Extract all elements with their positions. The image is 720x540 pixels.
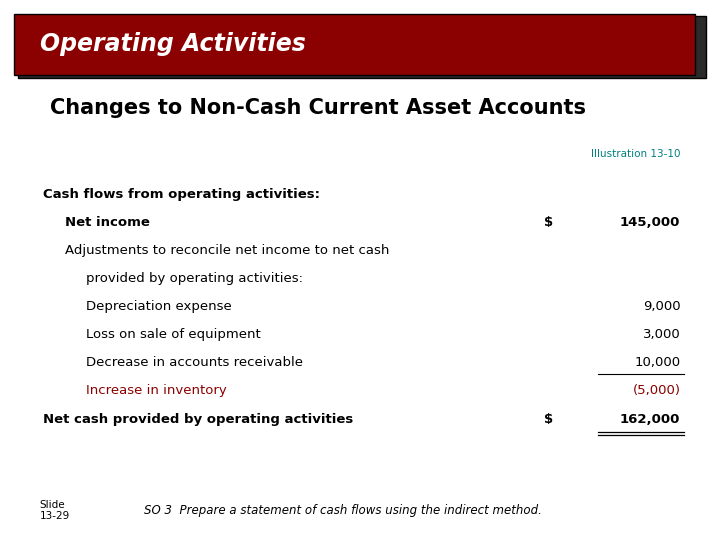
Text: 145,000: 145,000	[620, 216, 680, 229]
Text: SO 3  Prepare a statement of cash flows using the indirect method.: SO 3 Prepare a statement of cash flows u…	[144, 504, 542, 517]
Text: Adjustments to reconcile net income to net cash: Adjustments to reconcile net income to n…	[65, 244, 390, 257]
Text: $: $	[544, 216, 553, 229]
Text: 9,000: 9,000	[643, 300, 680, 313]
Text: $: $	[544, 413, 553, 426]
Text: Net income: Net income	[65, 216, 150, 229]
Text: provided by operating activities:: provided by operating activities:	[86, 272, 303, 285]
Text: Decrease in accounts receivable: Decrease in accounts receivable	[86, 356, 303, 369]
Text: (5,000): (5,000)	[632, 384, 680, 397]
Text: Illustration 13-10: Illustration 13-10	[591, 149, 680, 159]
FancyBboxPatch shape	[14, 14, 695, 75]
Text: 3,000: 3,000	[643, 328, 680, 341]
FancyBboxPatch shape	[18, 16, 706, 78]
Text: Operating Activities: Operating Activities	[40, 32, 305, 56]
Text: Increase in inventory: Increase in inventory	[86, 384, 227, 397]
Text: Net cash provided by operating activities: Net cash provided by operating activitie…	[43, 413, 354, 426]
Text: Slide
13-29: Slide 13-29	[40, 500, 70, 521]
Text: 162,000: 162,000	[620, 413, 680, 426]
Text: Cash flows from operating activities:: Cash flows from operating activities:	[43, 188, 320, 201]
Text: Changes to Non-Cash Current Asset Accounts: Changes to Non-Cash Current Asset Accoun…	[50, 98, 586, 118]
Text: Depreciation expense: Depreciation expense	[86, 300, 232, 313]
Text: 10,000: 10,000	[634, 356, 680, 369]
Text: Loss on sale of equipment: Loss on sale of equipment	[86, 328, 261, 341]
